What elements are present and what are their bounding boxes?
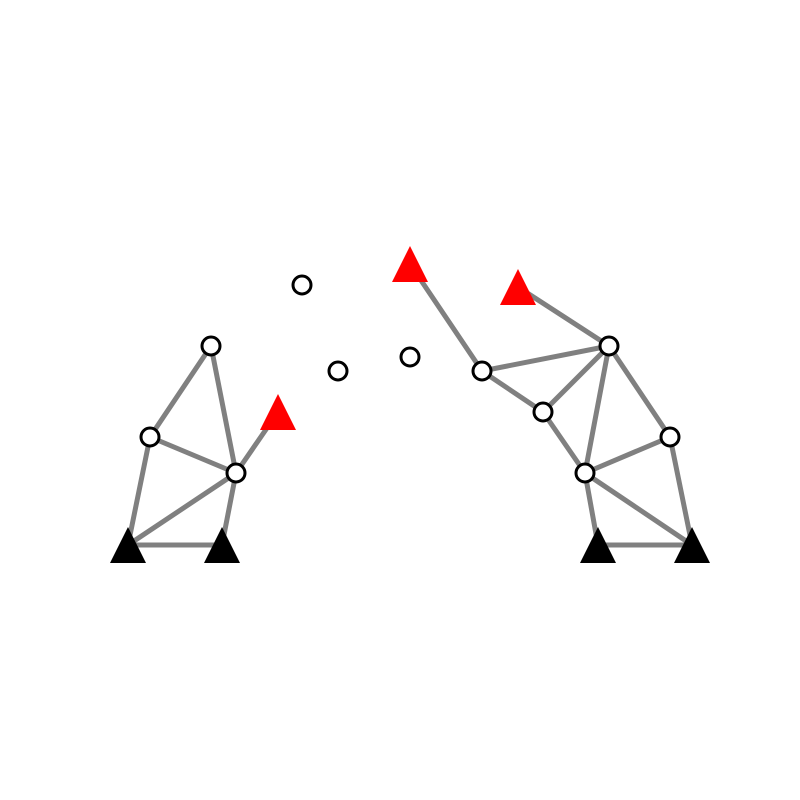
edge-n7-n9 (479, 343, 612, 374)
edge-n1-n2 (147, 343, 214, 440)
support-triangle-icon-s1 (110, 527, 146, 563)
load-triangle-icon-r3 (500, 269, 536, 305)
edge-n9-n11 (582, 343, 612, 476)
edge-n8-n9 (540, 343, 612, 415)
joint-node-n9 (598, 335, 620, 357)
joint-node-n8 (532, 401, 554, 423)
joint-node-n4 (291, 274, 313, 296)
joint-node-n6 (399, 346, 421, 368)
support-triangle-icon-s4 (674, 527, 710, 563)
edge-n10-s4 (667, 434, 695, 548)
edge-n1-n3 (208, 343, 239, 476)
support-triangle-icon-s3 (580, 527, 616, 563)
edge-r3-n9 (515, 284, 612, 349)
joint-node-n10 (659, 426, 681, 448)
joint-node-n1 (200, 335, 222, 357)
support-triangle-icon-s2 (204, 527, 240, 563)
joint-node-n2 (139, 426, 161, 448)
joint-node-n3 (225, 462, 247, 484)
edge-n3-s1 (125, 470, 239, 548)
edge-n10-n11 (582, 434, 673, 476)
edge-n2-n3 (147, 434, 239, 476)
nodes-layer (110, 246, 710, 563)
joint-node-n7 (471, 360, 493, 382)
edge-n11-s4 (582, 470, 695, 548)
edge-n9-n10 (606, 343, 673, 440)
joint-node-n5 (327, 360, 349, 382)
edge-n7-n8 (479, 368, 546, 415)
edges-layer (125, 261, 695, 548)
load-triangle-icon-r2 (392, 246, 428, 282)
edge-n8-n11 (540, 409, 588, 476)
edge-n2-s1 (125, 434, 153, 548)
joint-node-n11 (574, 462, 596, 484)
load-triangle-icon-r1 (260, 394, 296, 430)
